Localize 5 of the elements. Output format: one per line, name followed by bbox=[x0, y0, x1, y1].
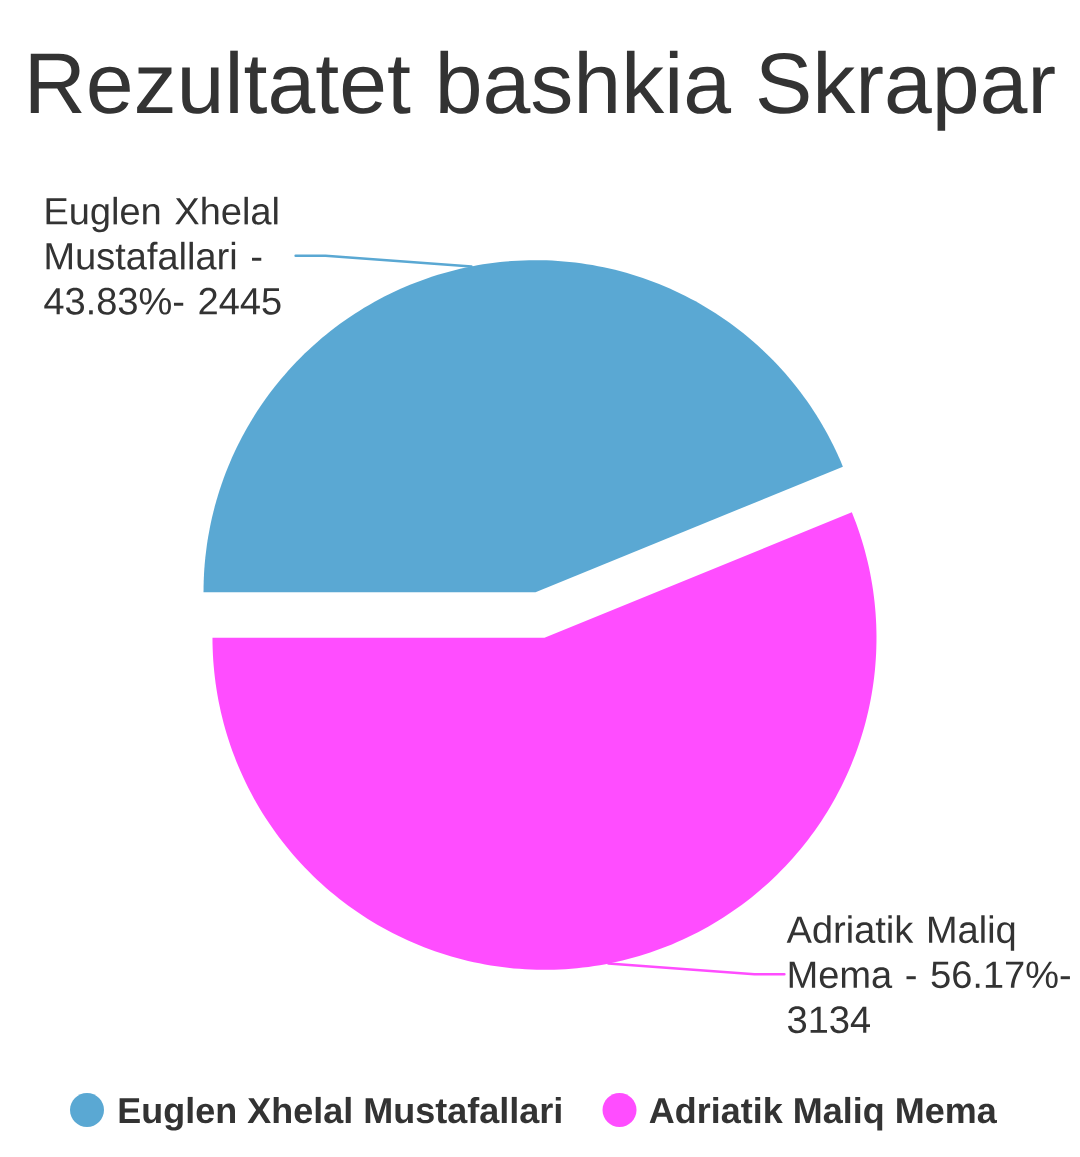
chart-title: Rezultatet bashkia Skrapar bbox=[30, 50, 1055, 131]
legend-label: Adriatik Maliq Mema bbox=[649, 1096, 997, 1131]
text: Adriatik Maliq Mema - 56.17%- 3134 bbox=[786, 915, 1070, 1034]
legend-label: Euglen Xhelal Mustafallari bbox=[119, 1096, 561, 1131]
text: Euglen Xhelal Mustafallari - 43.83%- 2445 bbox=[44, 196, 281, 315]
